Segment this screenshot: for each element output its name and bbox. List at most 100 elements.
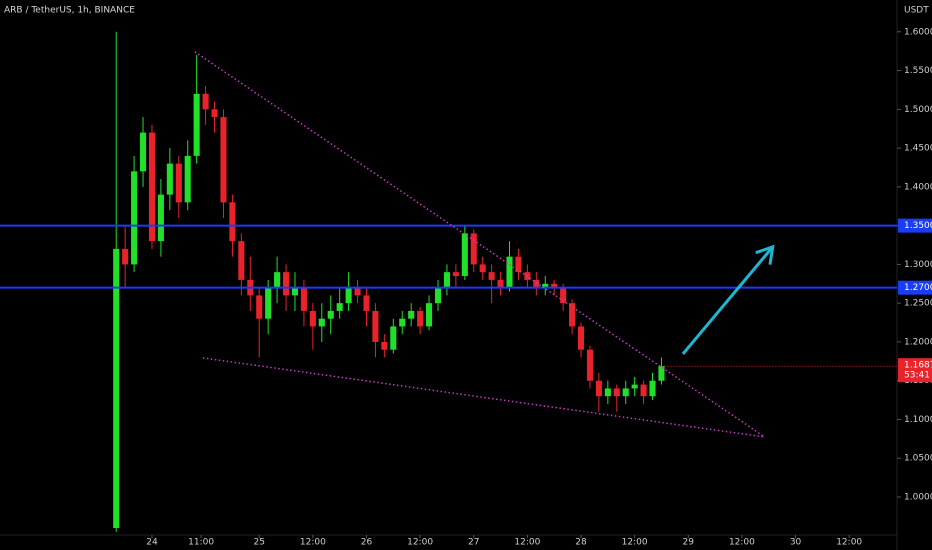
candle-body <box>327 310 334 319</box>
y-tick-label: 1.2000 <box>904 337 932 347</box>
y-tick-label: 1.1000 <box>904 415 932 425</box>
candle-body <box>122 248 129 265</box>
x-tick-label: 25 <box>253 538 264 548</box>
candle-body <box>426 303 433 327</box>
candle-body <box>560 287 567 304</box>
candle-body <box>157 194 164 242</box>
candle-body <box>166 163 173 195</box>
candle-body <box>345 287 352 304</box>
candle-body <box>309 310 316 327</box>
candle-body <box>390 326 397 350</box>
last-price-label: 1.1687 <box>904 361 932 371</box>
x-tick-label: 12:00 <box>300 538 326 548</box>
candle-body <box>148 132 155 242</box>
candle-body <box>282 272 290 296</box>
candle-body <box>461 233 468 277</box>
candle-body <box>291 287 299 296</box>
candle-body <box>515 256 522 273</box>
chart-title: ARB / TetherUS, 1h, BINANCE <box>4 6 135 16</box>
candle-body <box>533 279 540 288</box>
y-axis-label: USDT <box>904 6 929 16</box>
candle-body <box>631 384 638 389</box>
candle-body <box>488 272 495 280</box>
candle-body <box>229 202 236 242</box>
candle-body <box>274 272 281 288</box>
candle-body <box>434 287 442 304</box>
candle-body <box>542 283 549 288</box>
level-label-bg <box>898 280 932 295</box>
candle-body <box>399 318 406 327</box>
candle-body <box>113 248 120 529</box>
arrow-shaft <box>681 245 774 355</box>
candle-body <box>452 272 459 277</box>
x-tick-label: 30 <box>790 538 802 548</box>
candle-body <box>256 295 263 319</box>
candle-body <box>497 279 504 288</box>
y-tick-label: 1.2500 <box>904 299 932 309</box>
candle-body <box>193 93 200 156</box>
x-tick-label: 12:00 <box>729 538 755 548</box>
trendline <box>202 357 765 438</box>
candle-body <box>336 303 343 311</box>
candle-body <box>586 349 593 381</box>
candle-body <box>658 366 665 381</box>
x-tick-label: 12:00 <box>407 538 433 548</box>
candle-body <box>300 287 307 311</box>
x-tick-label: 28 <box>575 538 587 548</box>
candle-body <box>613 388 620 397</box>
candle-body <box>238 241 245 280</box>
candle-body <box>318 318 325 327</box>
trendline <box>194 51 766 438</box>
y-tick-label: 1.4000 <box>904 182 932 192</box>
candle-body <box>372 310 379 342</box>
candle-body <box>417 310 424 327</box>
candle-body <box>470 233 477 265</box>
x-tick-label: 26 <box>361 538 373 548</box>
candle-body <box>220 117 227 203</box>
y-tick-label: 1.3000 <box>904 260 932 270</box>
candle-body <box>479 264 486 273</box>
x-tick-label: 11:00 <box>188 538 214 548</box>
candle-body <box>265 287 272 319</box>
candle-body <box>622 388 629 397</box>
candle-body <box>506 256 513 288</box>
x-tick-label: 12:00 <box>836 538 862 548</box>
y-tick-label: 1.6000 <box>904 27 932 37</box>
candle-body <box>354 287 361 296</box>
candle-body <box>211 109 218 118</box>
candle-body <box>139 132 147 172</box>
level-label: 1.3500 <box>904 221 932 231</box>
x-tick-label: 24 <box>146 538 158 548</box>
candle-body <box>175 163 182 203</box>
y-tick-label: 1.5500 <box>904 66 932 76</box>
y-tick-label: 1.0000 <box>904 493 932 503</box>
candle-body <box>595 380 602 397</box>
candle-body <box>131 171 138 265</box>
candle-body <box>577 326 585 350</box>
candle-body <box>604 388 611 397</box>
candle-body <box>649 380 656 397</box>
y-tick-label: 1.0500 <box>904 454 932 464</box>
candle-body <box>184 155 191 203</box>
candle-body <box>381 341 388 350</box>
candle-body <box>551 283 558 288</box>
x-tick-label: 12:00 <box>622 538 648 548</box>
level-label-bg <box>898 218 932 233</box>
countdown-label: 53:41 <box>904 371 930 381</box>
candle-body <box>363 295 370 311</box>
arrow-head <box>755 244 775 265</box>
candle-body <box>443 272 450 288</box>
level-label: 1.2700 <box>904 283 932 293</box>
candle-body <box>640 384 647 397</box>
last-price-bg <box>898 358 932 383</box>
y-tick-label: 1.5000 <box>904 105 932 115</box>
y-tick-label: 1.4500 <box>904 144 932 154</box>
x-tick-label: 29 <box>683 538 695 548</box>
x-tick-label: 27 <box>468 538 479 548</box>
candle-body <box>408 310 415 319</box>
candle-body <box>569 303 576 327</box>
x-tick-label: 12:00 <box>514 538 540 548</box>
candle-body <box>202 93 209 110</box>
